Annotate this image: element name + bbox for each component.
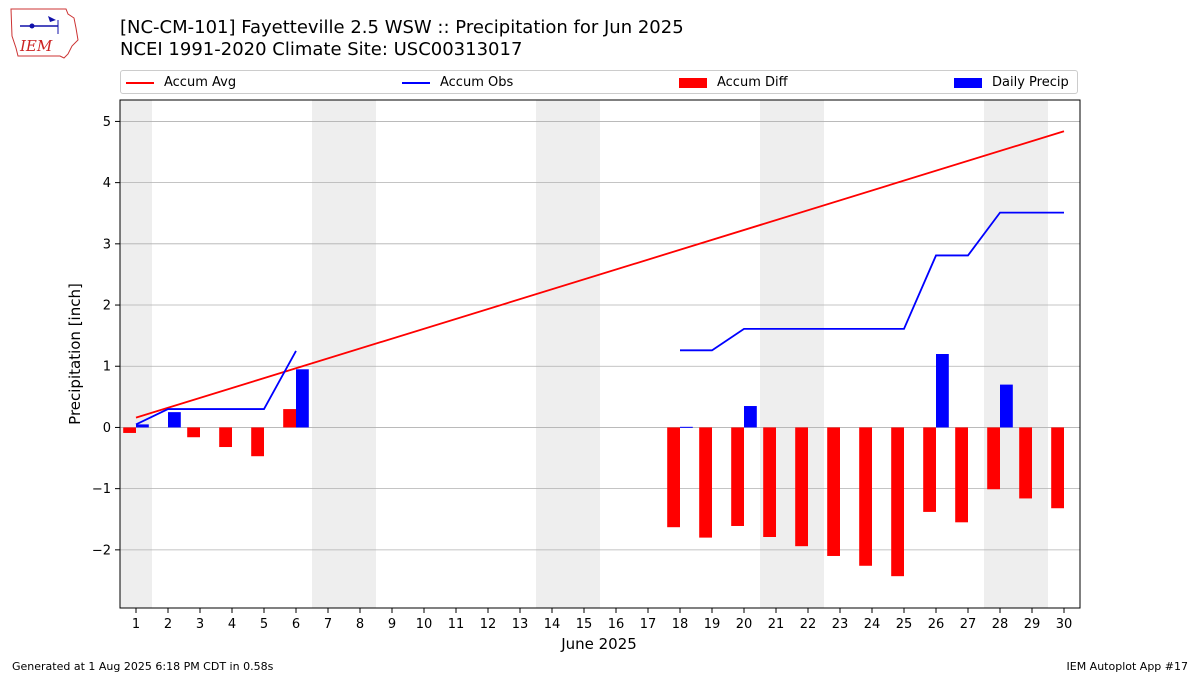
iem-logo: IEM	[10, 8, 79, 59]
accum-diff-bar-day-20	[731, 427, 744, 526]
daily-precip-bar-day-1	[136, 424, 149, 428]
y-tick-label: 5	[103, 115, 111, 130]
legend-label-accum-avg: Accum Avg	[164, 75, 237, 90]
accum-diff-bar-day-5	[251, 427, 264, 457]
weekend-shade-day-15	[568, 100, 600, 608]
legend-label-daily-precip: Daily Precip	[992, 75, 1069, 90]
weekend-shade-day-29	[1016, 100, 1048, 608]
accum-diff-bar-day-22	[795, 427, 808, 547]
x-tick-label: 11	[448, 617, 465, 632]
weekend-shade-day-14	[536, 100, 568, 608]
x-tick-label: 4	[228, 617, 236, 632]
logo-text: IEM	[19, 37, 53, 55]
chart-title: [NC-CM-101] Fayetteville 2.5 WSW :: Prec…	[120, 17, 684, 38]
x-tick-label: 18	[672, 617, 689, 632]
x-tick-label: 16	[608, 617, 625, 632]
y-tick-label: 2	[103, 299, 111, 314]
x-tick-label: 24	[864, 617, 881, 632]
y-tick-label: −1	[92, 482, 111, 497]
daily-precip-bar-day-20	[744, 406, 757, 428]
accum-diff-bar-day-1	[123, 427, 136, 433]
accum-diff-bar-day-19	[699, 427, 712, 538]
accum-diff-bar-day-29	[1019, 427, 1032, 499]
accum-diff-bar-day-4	[219, 427, 232, 448]
daily-precip-bar-day-28	[1000, 384, 1013, 428]
legend-swatch-accum-avg	[126, 82, 154, 84]
x-tick-label: 20	[736, 617, 753, 632]
y-axis-label: Precipitation [inch]	[66, 283, 84, 425]
x-tick-label: 10	[416, 617, 433, 632]
daily-precip-bar-day-26	[936, 354, 949, 428]
x-tick-label: 8	[356, 617, 364, 632]
accum-diff-bar-day-21	[763, 427, 776, 538]
daily-precip-bar-day-6	[296, 369, 309, 428]
x-tick-label: 17	[640, 617, 657, 632]
x-axis-label: June 2025	[560, 635, 637, 653]
legend-label-accum-obs: Accum Obs	[440, 75, 514, 90]
legend-swatch-accum-obs	[402, 82, 430, 84]
x-tick-label: 28	[992, 617, 1009, 632]
x-tick-label: 19	[704, 617, 721, 632]
y-tick-label: 0	[103, 421, 111, 436]
x-tick-label: 29	[1024, 617, 1041, 632]
weekend-shade-day-28	[984, 100, 1016, 608]
daily-precip-bar-day-18	[680, 426, 693, 428]
x-tick-label: 14	[544, 617, 561, 632]
y-tick-label: 1	[103, 360, 111, 375]
footer-app: IEM Autoplot App #17	[1066, 660, 1189, 673]
x-tick-label: 5	[260, 617, 268, 632]
accum-diff-bar-day-30	[1051, 427, 1064, 509]
x-tick-label: 25	[896, 617, 913, 632]
accum-obs-line-segment-2	[680, 211, 1064, 352]
x-tick-label: 9	[388, 617, 396, 632]
accum-diff-bar-day-26	[923, 427, 936, 512]
weekend-shade-day-7	[312, 100, 344, 608]
x-tick-label: 21	[768, 617, 785, 632]
accum-diff-bar-day-28	[987, 427, 1000, 490]
x-tick-label: 2	[164, 617, 172, 632]
x-tick-label: 3	[196, 617, 204, 632]
x-tick-label: 13	[512, 617, 529, 632]
weekend-shade-day-1	[120, 100, 152, 608]
y-tick-label: 3	[103, 237, 111, 252]
footer-generated: Generated at 1 Aug 2025 6:18 PM CDT in 0…	[12, 660, 274, 673]
accum-diff-bar-day-3	[187, 427, 200, 438]
x-tick-label: 6	[292, 617, 300, 632]
accum-diff-bar-day-27	[955, 427, 968, 523]
legend-swatch-daily-precip	[954, 78, 982, 88]
chart-legend: Accum Avg Accum Obs Accum Diff Daily Pre…	[120, 70, 1078, 94]
legend-swatch-accum-diff	[679, 78, 707, 88]
x-tick-label: 26	[928, 617, 945, 632]
weekend-shade-day-8	[344, 100, 376, 608]
x-tick-label: 27	[960, 617, 977, 632]
y-tick-label: −2	[92, 543, 111, 558]
y-tick-label: 4	[103, 176, 111, 191]
accum-diff-bar-day-24	[859, 427, 872, 566]
chart-subtitle: NCEI 1991-2020 Climate Site: USC00313017	[120, 39, 523, 60]
plot-frame	[119, 99, 1081, 609]
accum-avg-line	[135, 130, 1065, 419]
x-tick-label: 7	[324, 617, 332, 632]
legend-label-accum-diff: Accum Diff	[717, 75, 788, 90]
x-tick-label: 23	[832, 617, 849, 632]
daily-precip-bar-day-2	[168, 412, 181, 428]
x-tick-label: 12	[480, 617, 497, 632]
x-tick-label: 30	[1056, 617, 1073, 632]
accum-diff-bar-day-23	[827, 427, 840, 556]
accum-diff-bar-day-18	[667, 427, 680, 528]
accum-diff-bar-day-6	[283, 409, 296, 428]
accum-obs-line-segment-1	[135, 350, 297, 426]
x-tick-label: 22	[800, 617, 817, 632]
accum-diff-bar-day-25	[891, 427, 904, 577]
x-tick-label: 15	[576, 617, 593, 632]
x-tick-label: 1	[132, 617, 140, 632]
